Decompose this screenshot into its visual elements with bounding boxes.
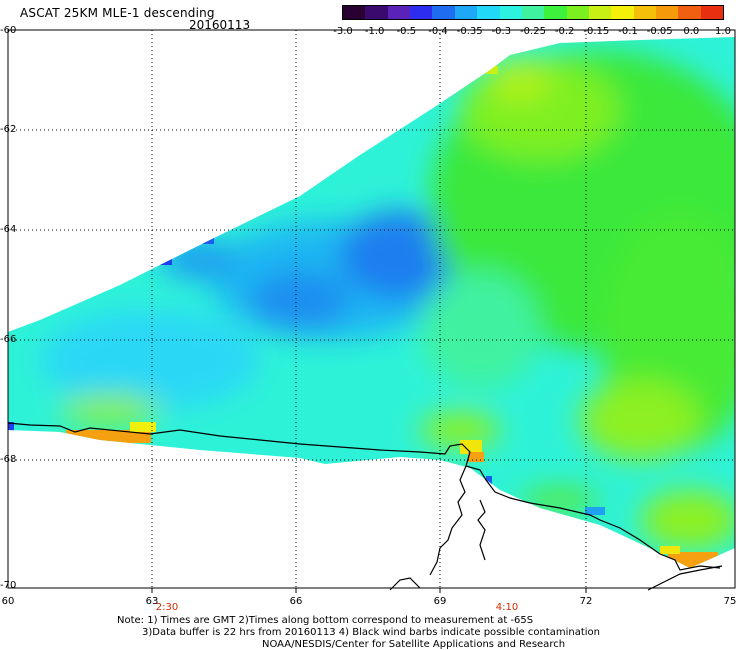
colorbar-swatch	[432, 6, 455, 19]
note-credit: NOAA/NESDIS/Center for Satellite Applica…	[262, 639, 566, 650]
colorbar-swatch	[477, 6, 500, 19]
colorbar-tick-label: 1.0	[715, 26, 731, 37]
lon-label-66: 66	[289, 596, 303, 607]
colorbar-swatch	[521, 6, 545, 19]
colorbar-swatch	[588, 6, 612, 19]
colorbar-tick-label: -0.15	[583, 26, 610, 37]
lon-label-69: 69	[433, 596, 447, 607]
colorbar-tick-label: -0.5	[396, 26, 417, 37]
colorbar-tick-label: -0.25	[520, 26, 546, 37]
colorbar-swatch	[387, 6, 411, 19]
time-label-second: 4:10	[495, 602, 519, 613]
colorbar-swatch	[611, 6, 634, 19]
time-label-first: 2:30	[155, 602, 179, 613]
map-date: 20160113	[189, 18, 251, 32]
lon-label-63: 63	[145, 596, 159, 607]
colorbar-swatch	[410, 6, 433, 19]
colorbar-swatch	[454, 6, 478, 19]
colorbar-tick-label: 0.0	[683, 26, 700, 37]
lon-label-75: 75	[723, 596, 737, 607]
colorbar-ticks: -3.0 -1.0 -0.5 -0.4 -0.35 -0.3 -0.25 -0.2 -0.15-…	[330, 26, 734, 38]
colorbar-swatch	[499, 6, 522, 19]
colorbar-tick-label: -0.35	[456, 26, 483, 37]
lat-label-66: -66	[0, 334, 17, 345]
graticule	[8, 30, 735, 588]
plot-frame	[7, 29, 736, 589]
colorbar-swatch	[544, 6, 567, 19]
map-title: ASCAT 25KM MLE-1 descending	[20, 6, 215, 20]
lon-label-60: 60	[1, 596, 15, 607]
colorbar-swatch	[365, 6, 388, 19]
colorbar-swatch	[678, 6, 701, 19]
colorbar-tick-label: -0.4	[428, 26, 448, 37]
colorbar-tick-label: -3.0	[333, 26, 353, 37]
colorbar-tick-label: -0.2	[554, 26, 575, 37]
lat-label-70: -70	[0, 580, 17, 591]
axis-ticks	[151, 588, 587, 593]
coastline	[7, 422, 723, 591]
lat-label-68: -68	[0, 454, 17, 465]
note-line-2: 3)Data buffer is 22 hrs from 20160113 4)…	[142, 627, 600, 638]
lon-label-72: 72	[579, 596, 593, 607]
colorbar-swatch	[566, 6, 589, 19]
colorbar-swatch	[633, 6, 657, 19]
colorbar-swatch	[656, 6, 679, 19]
note-line-1: Note: 1) Times are GMT 2)Times along bot…	[117, 615, 534, 626]
lat-label-62: -62	[0, 124, 17, 135]
colorbar-tick-label: -0.1	[618, 26, 638, 37]
colorbar-swatch	[700, 6, 724, 19]
lat-label-64: -64	[0, 224, 17, 235]
colorbar-tick-label: -0.3	[491, 26, 512, 37]
colorbar	[342, 5, 724, 20]
scatterometer-swath	[8, 37, 735, 568]
colorbar-swatch	[343, 6, 366, 19]
lat-label-60: -60	[0, 25, 17, 36]
colorbar-tick-label: -0.05	[646, 26, 673, 37]
colorbar-tick-label: -1.0	[364, 26, 385, 37]
